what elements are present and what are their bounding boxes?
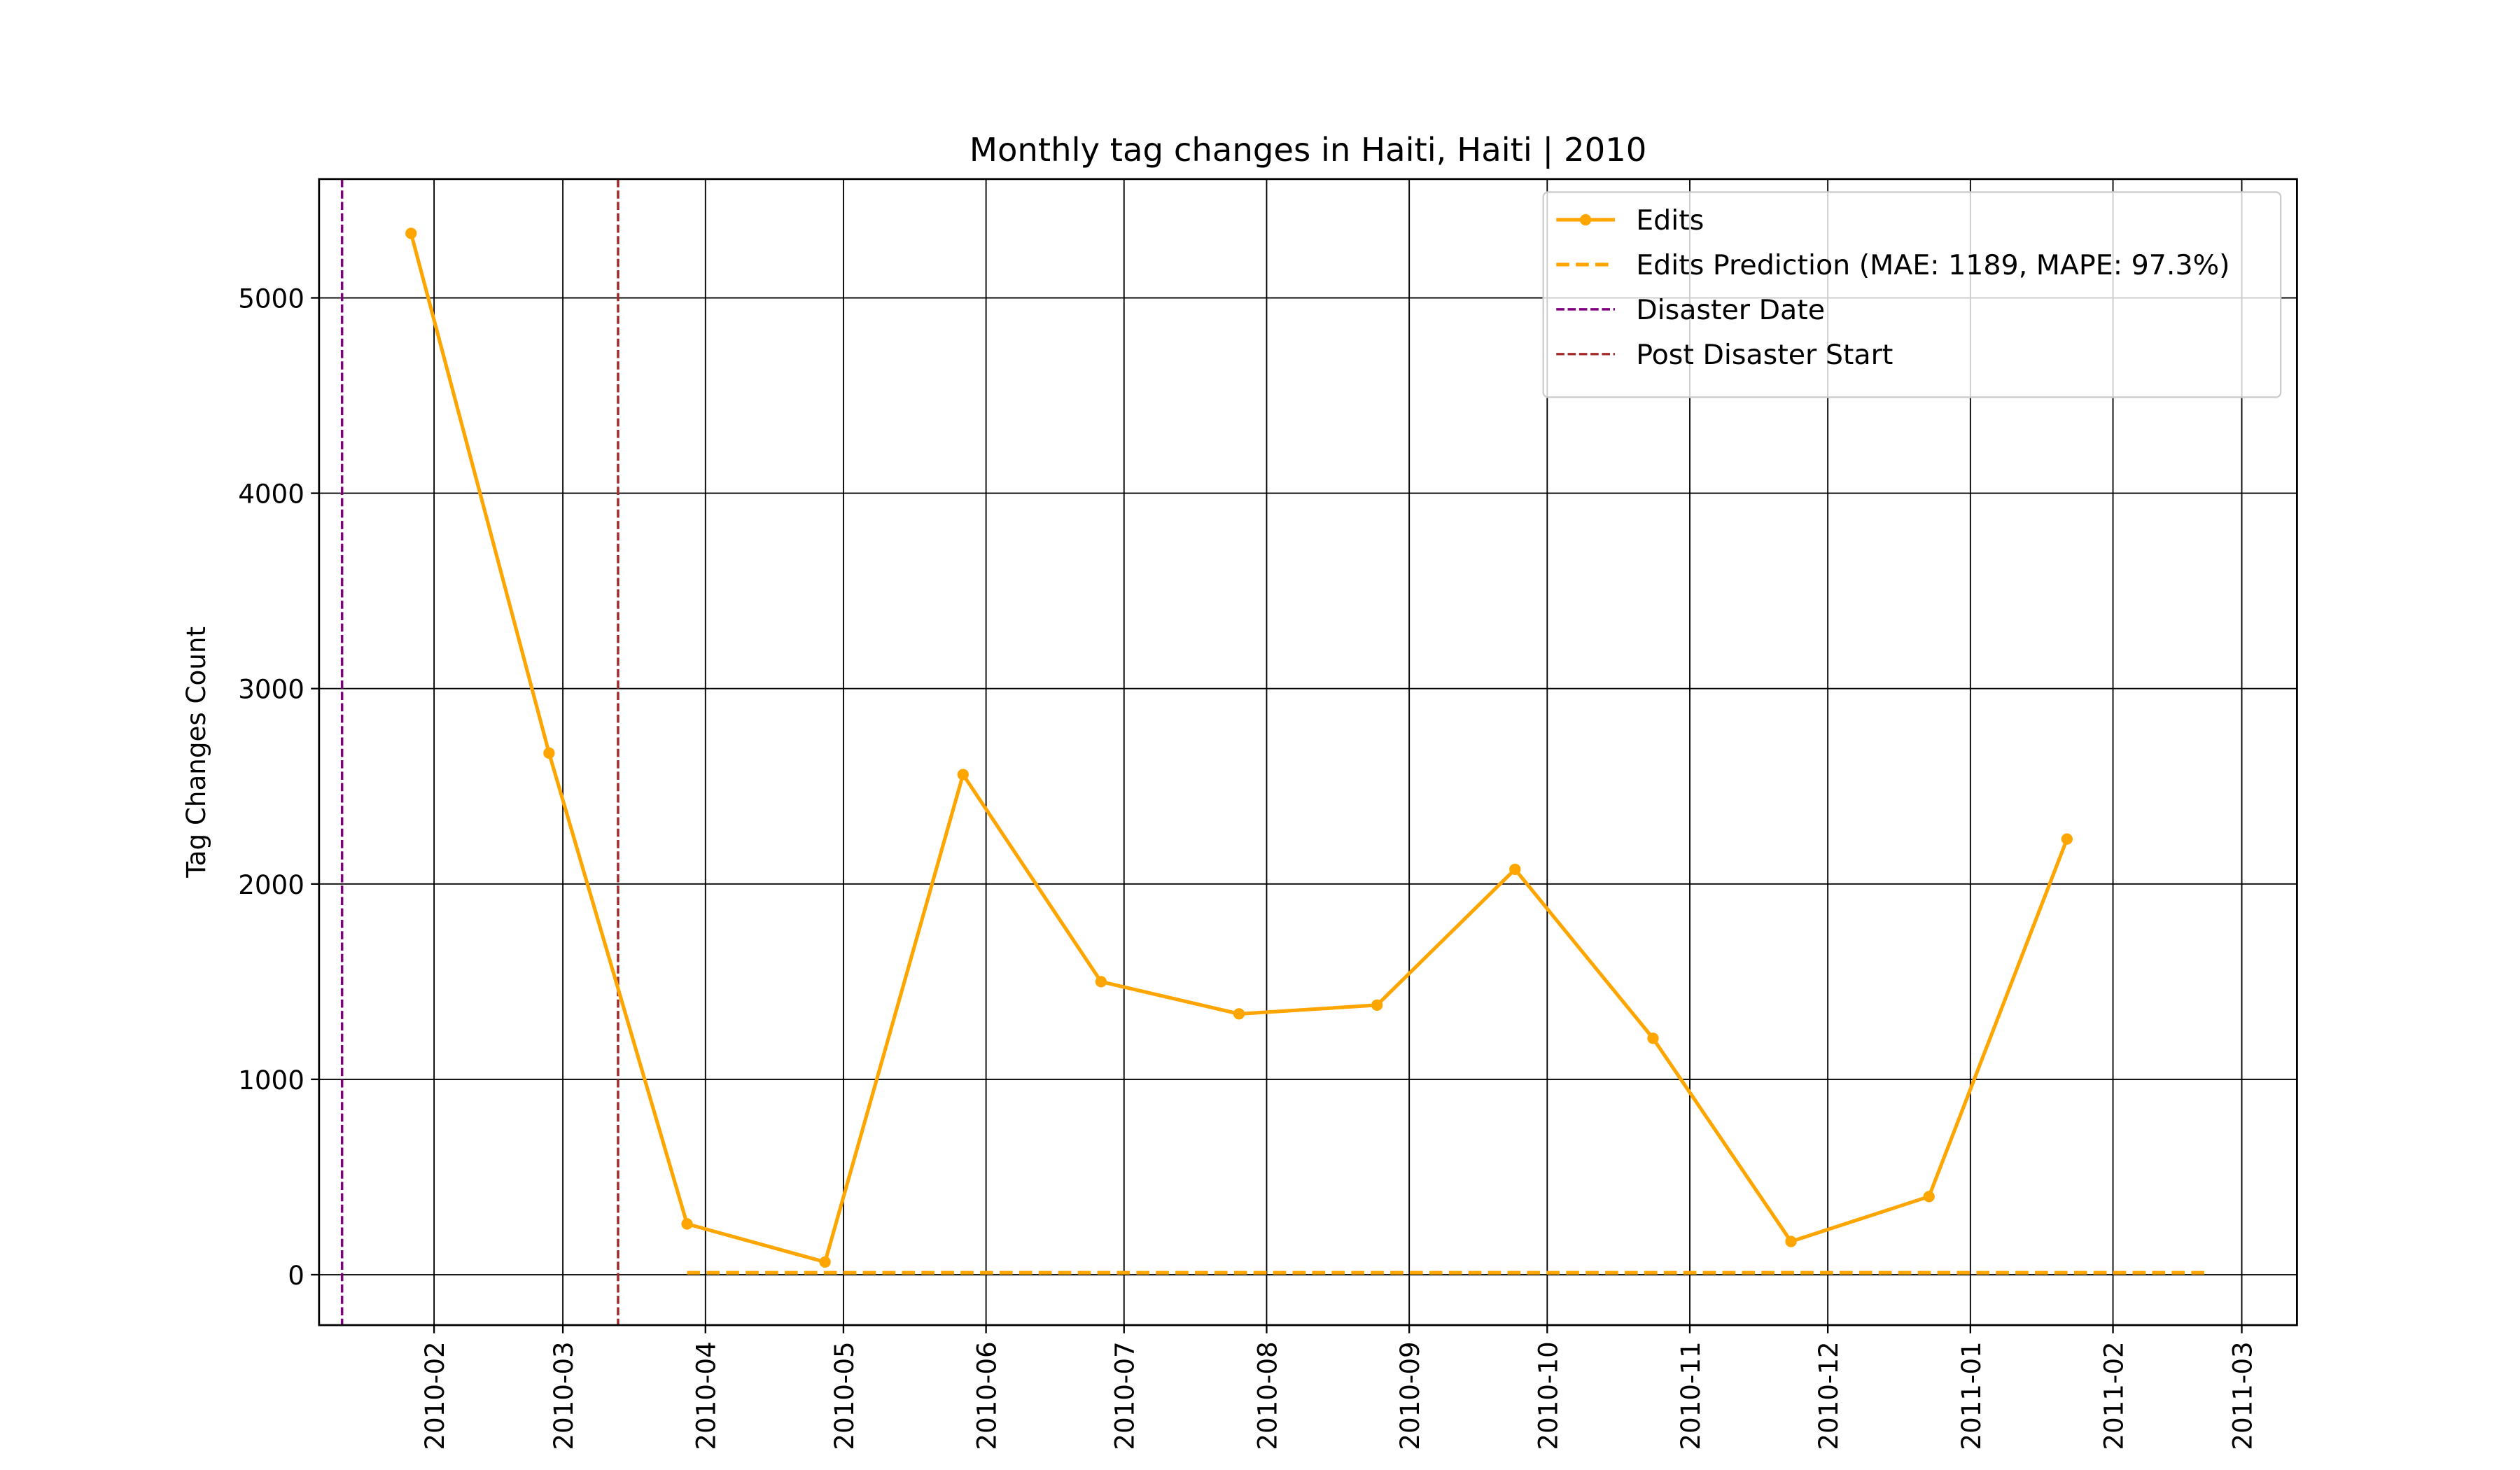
chart-title: Monthly tag changes in Haiti, Haiti | 20… bbox=[969, 131, 1647, 169]
y-tick-label: 1000 bbox=[238, 1065, 304, 1096]
data-point bbox=[957, 769, 969, 780]
legend-label: Disaster Date bbox=[1636, 294, 1825, 326]
x-tick-label: 2010-05 bbox=[829, 1341, 860, 1450]
data-point bbox=[819, 1256, 831, 1268]
x-tick-label: 2011-03 bbox=[2227, 1341, 2258, 1450]
data-point bbox=[1785, 1236, 1797, 1247]
data-point bbox=[1095, 976, 1107, 988]
legend-box bbox=[1542, 191, 2282, 398]
y-tick-label: 5000 bbox=[238, 283, 304, 314]
y-tick-label: 4000 bbox=[238, 479, 304, 510]
data-point bbox=[405, 227, 417, 239]
x-tick-label: 2011-01 bbox=[1956, 1341, 1987, 1450]
x-tick-label: 2010-11 bbox=[1675, 1341, 1706, 1450]
x-tick-label: 2010-09 bbox=[1394, 1341, 1425, 1450]
x-tick-label: 2010-04 bbox=[691, 1341, 722, 1450]
y-tick-label: 3000 bbox=[238, 674, 304, 705]
x-tick-label: 2010-06 bbox=[972, 1341, 1002, 1450]
x-tick-label: 2010-02 bbox=[419, 1341, 450, 1450]
legend-label: Post Disaster Start bbox=[1636, 339, 1893, 371]
data-point bbox=[543, 747, 555, 759]
data-point bbox=[1647, 1032, 1659, 1044]
legend-marker bbox=[1579, 214, 1592, 226]
legend: Edits Edits Prediction (MAE: 1189, MAPE: … bbox=[1542, 191, 2282, 398]
y-axis-label: Tag Changes Count bbox=[181, 626, 211, 878]
x-tick-label: 2010-08 bbox=[1252, 1341, 1282, 1450]
x-tick-label: 2010-03 bbox=[548, 1341, 579, 1450]
y-tick-label: 2000 bbox=[238, 869, 304, 900]
plot-frame bbox=[318, 178, 2298, 1326]
data-point bbox=[1923, 1191, 1935, 1203]
legend-label: Edits bbox=[1636, 204, 1704, 237]
x-tick-label: 2011-02 bbox=[2099, 1341, 2129, 1450]
x-tick-label: 2010-07 bbox=[1110, 1341, 1140, 1450]
data-point bbox=[2061, 833, 2073, 845]
y-tick-label: 0 bbox=[288, 1260, 304, 1291]
legend-label: Edits Prediction (MAE: 1189, MAPE: 97.3%… bbox=[1636, 249, 2230, 281]
data-point bbox=[1371, 999, 1383, 1011]
data-point bbox=[681, 1218, 693, 1230]
x-tick-label: 2010-10 bbox=[1532, 1341, 1563, 1450]
data-point bbox=[1233, 1008, 1245, 1020]
data-point bbox=[1509, 863, 1521, 876]
x-tick-label: 2010-12 bbox=[1813, 1341, 1844, 1450]
